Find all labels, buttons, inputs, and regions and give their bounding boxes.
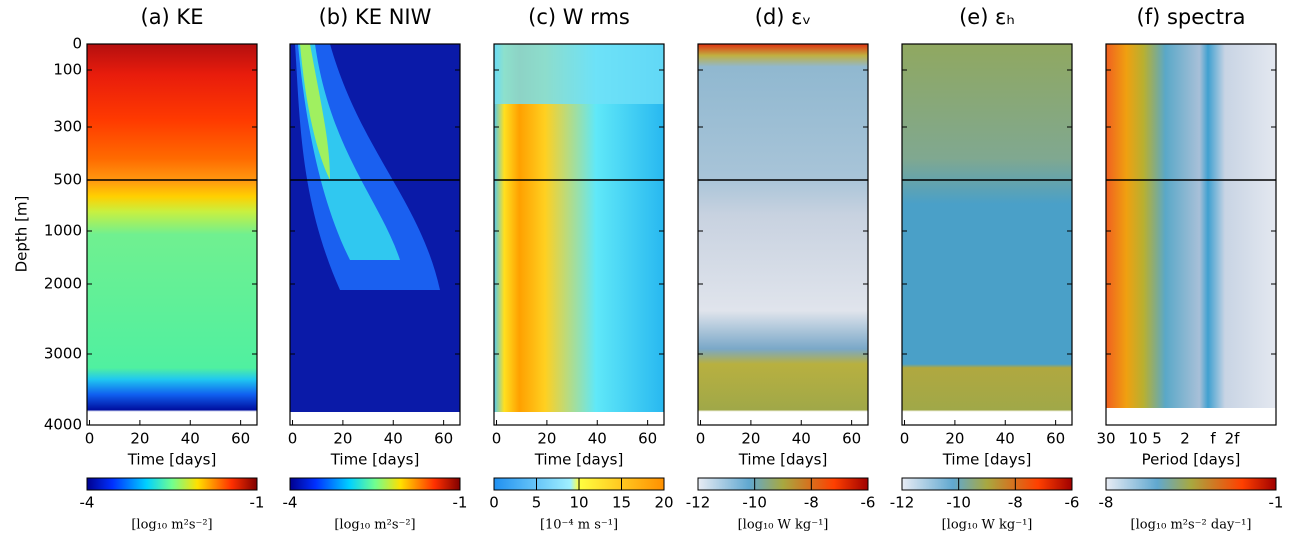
x-tick-label: 60 [842, 430, 861, 448]
x-axis-label: Period [days] [1142, 451, 1241, 469]
panel-title: (f) spectra [1137, 5, 1246, 29]
colorbar [86, 477, 258, 491]
x-tick-label: 40 [181, 430, 200, 448]
colorbar-tick-label: 20 [654, 494, 673, 512]
x-tick-label: 30 [1096, 430, 1115, 448]
colorbar-tick-label: -4 [283, 494, 298, 512]
y-tick-label: 1000 [44, 222, 82, 240]
x-tick-label: 10 [1128, 430, 1147, 448]
x-tick-label: 60 [434, 430, 453, 448]
colorbar-tick-label: -8 [1099, 494, 1114, 512]
colorbar-tick-label: -12 [686, 494, 711, 512]
field-c-top [494, 44, 664, 104]
y-axis-label: Depth [m] [13, 196, 31, 273]
colorbar-tick-label: -1 [1269, 494, 1284, 512]
y-tick-label: 2000 [44, 275, 82, 293]
panel-title: (e) εₕ [959, 5, 1015, 29]
panel-title: (b) KE NIW [319, 5, 432, 29]
colorbar-label: [log₁₀ m²s⁻²] [131, 518, 212, 533]
colorbar-label: [log₁₀ W kg⁻¹] [942, 518, 1033, 533]
x-axis-label: Time [days] [738, 451, 828, 469]
field-c [494, 44, 664, 412]
colorbar [697, 477, 869, 491]
x-axis-label: Time [days] [330, 451, 420, 469]
colorbar-label: [log₁₀ W kg⁻¹] [738, 518, 829, 533]
colorbar-tick-label: -10 [946, 494, 971, 512]
x-tick-label: 40 [384, 430, 403, 448]
y-tick-label: 4000 [44, 416, 82, 434]
x-tick-label: 60 [231, 430, 250, 448]
colorbar [901, 477, 1073, 491]
colorbar-tick-label: 15 [612, 494, 631, 512]
colorbar-label: [log₁₀ m²s⁻² day⁻¹] [1131, 518, 1252, 533]
colorbar-tick-label: -6 [861, 494, 876, 512]
colorbar-tick-label: -1 [250, 494, 265, 512]
colorbar-tick-label: -10 [742, 494, 767, 512]
field-e [902, 44, 1072, 425]
plot-frame [289, 43, 461, 426]
x-tick-label: 20 [741, 430, 760, 448]
x-tick-label: 0 [492, 430, 502, 448]
field-a [87, 44, 257, 425]
x-tick-label: 0 [900, 430, 910, 448]
x-tick-label: 2 [1180, 430, 1190, 448]
panel-title: (d) εᵥ [755, 5, 812, 29]
panel-title: (a) KE [141, 5, 204, 29]
colorbar-tick-label: -8 [1008, 494, 1023, 512]
colorbar-tick-label: 10 [569, 494, 588, 512]
x-tick-label: 60 [638, 430, 657, 448]
x-tick-label: 20 [333, 430, 352, 448]
plot-frame [1105, 43, 1277, 426]
colorbar-label: [10⁻⁴ m s⁻¹] [540, 518, 618, 533]
x-tick-label: 40 [996, 430, 1015, 448]
x-tick-label: 2f [1225, 430, 1241, 448]
y-tick-label: 100 [53, 61, 82, 79]
y-tick-label: 0 [72, 35, 82, 53]
y-tick-label: 3000 [44, 345, 82, 363]
x-tick-label: 20 [537, 430, 556, 448]
colorbar-tick-label: -6 [1065, 494, 1080, 512]
x-axis-label: Time [days] [942, 451, 1032, 469]
plot-frame [901, 43, 1073, 426]
colorbar-tick-label: -8 [804, 494, 819, 512]
plot-frame [86, 43, 258, 426]
panel-title: (c) W rms [528, 5, 630, 29]
colorbar-tick-label: 0 [489, 494, 499, 512]
x-tick-label: 0 [85, 430, 95, 448]
field-d [698, 44, 868, 425]
field-b-blob [295, 44, 440, 290]
x-tick-label: 60 [1046, 430, 1065, 448]
colorbar-label: [log₁₀ m²s⁻²] [334, 518, 415, 533]
x-tick-label: 20 [945, 430, 964, 448]
x-tick-label: 20 [130, 430, 149, 448]
x-tick-label: 40 [588, 430, 607, 448]
y-tick-label: 300 [53, 118, 82, 136]
x-axis-label: Time [days] [127, 451, 217, 469]
x-tick-label: f [1210, 430, 1216, 448]
x-tick-label: 0 [288, 430, 298, 448]
plot-frame [493, 43, 665, 426]
contour-fields [87, 44, 1276, 425]
colorbar-tick-label: -12 [890, 494, 915, 512]
colorbar-tick-label: -1 [453, 494, 468, 512]
x-tick-label: 5 [1152, 430, 1162, 448]
field-f [1106, 44, 1276, 408]
colorbar-tick-label: 5 [532, 494, 542, 512]
colorbar [289, 477, 461, 491]
plot-frame [697, 43, 869, 426]
field-b-peak [300, 44, 330, 180]
x-tick-label: 0 [696, 430, 706, 448]
colorbar [1105, 477, 1277, 491]
x-axis-label: Time [days] [534, 451, 624, 469]
y-tick-label: 500 [53, 171, 82, 189]
x-tick-label: 40 [792, 430, 811, 448]
colorbar-tick-label: -4 [80, 494, 95, 512]
field-b-core [298, 44, 400, 260]
